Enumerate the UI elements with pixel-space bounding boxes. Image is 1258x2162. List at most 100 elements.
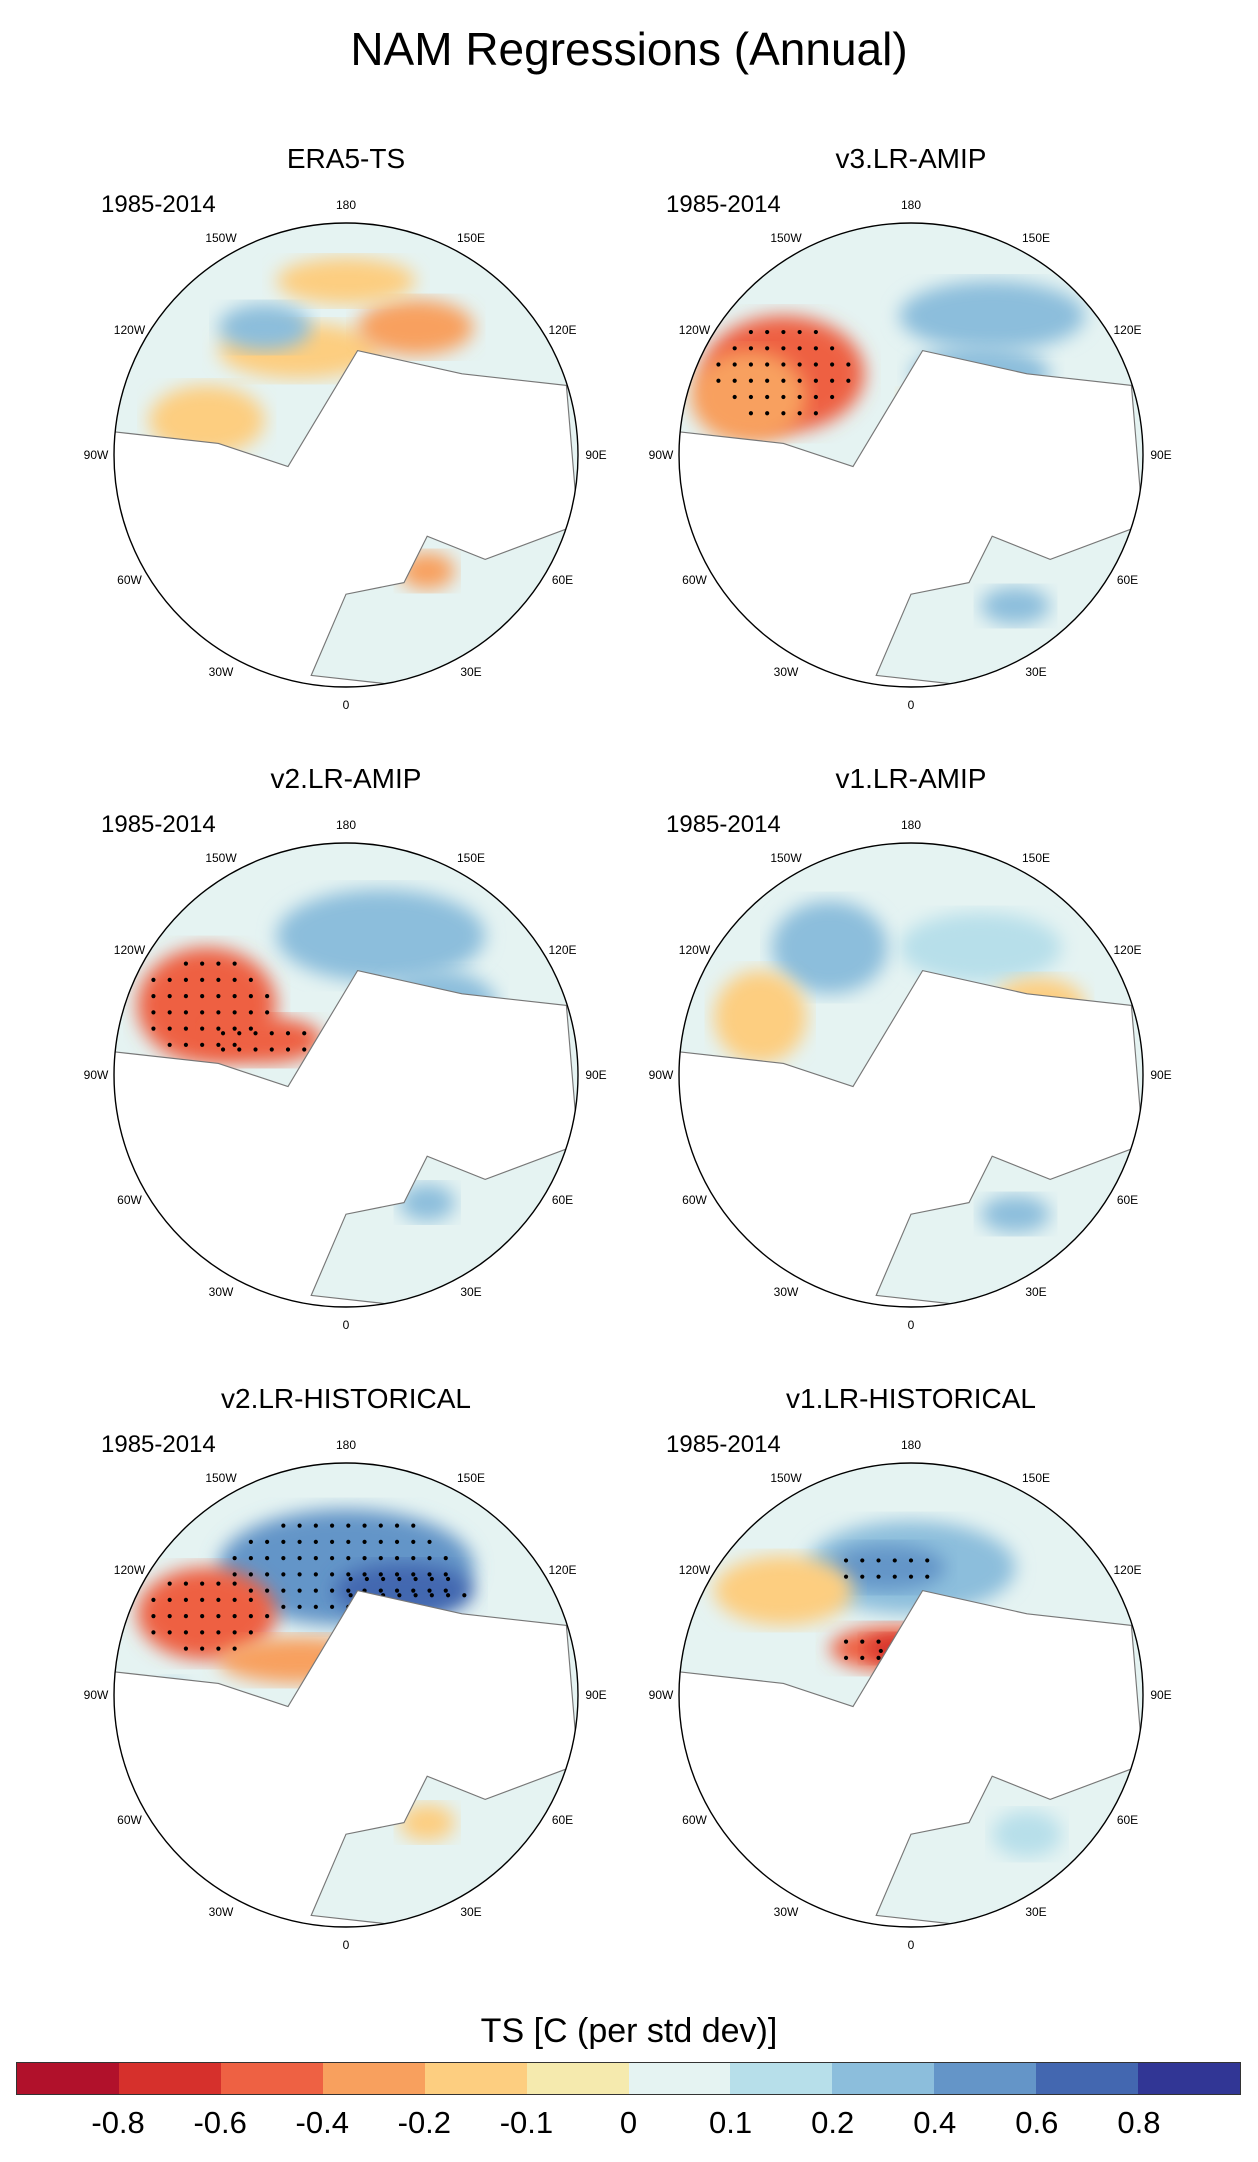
significance-dot — [394, 1572, 400, 1577]
land-mask — [114, 969, 578, 1307]
land-mask — [679, 349, 1143, 687]
significance-dot — [765, 378, 770, 383]
significance-dot — [411, 1523, 416, 1528]
significance-dot — [248, 1597, 253, 1602]
map-border — [678, 1462, 1144, 1928]
longitude-label: 60W — [682, 573, 707, 587]
polar-map — [113, 842, 579, 1308]
significance-dot — [362, 1523, 367, 1528]
longitude-label: 60W — [117, 1813, 142, 1827]
significance-dot — [167, 1614, 172, 1619]
longitude-label: 90W — [648, 448, 674, 462]
significance-dot — [443, 1588, 448, 1593]
longitude-label: 30E — [460, 1284, 482, 1299]
significance-dot — [200, 1010, 205, 1015]
longitude-label: 120W — [113, 943, 146, 957]
longitude-label: 120E — [1113, 943, 1142, 957]
significance-dot — [781, 378, 786, 383]
significance-dot — [200, 961, 205, 966]
significance-dot — [925, 1574, 930, 1579]
anomaly-region — [713, 970, 807, 1064]
significance-dot — [781, 394, 786, 400]
significance-dot — [253, 1031, 258, 1036]
significance-dot — [232, 1646, 237, 1651]
longitude-label: 30W — [773, 1284, 799, 1299]
colorbar-swatch — [322, 2063, 425, 2094]
longitude-label: 180 — [335, 198, 357, 212]
significance-dot — [797, 378, 802, 383]
significance-dot — [151, 1026, 156, 1031]
significance-dot — [281, 1588, 286, 1593]
longitude-label: 0 — [342, 698, 350, 712]
significance-dot — [925, 1558, 930, 1563]
significance-dot — [232, 1614, 237, 1619]
significance-dot — [281, 1539, 286, 1544]
significance-dot — [860, 1558, 865, 1563]
longitude-label: 60E — [1116, 1813, 1139, 1827]
colorbar-tick-label: 0.1 — [709, 2105, 753, 2140]
significance-dot — [183, 961, 189, 966]
colorbar-swatch — [832, 2063, 935, 2094]
significance-dot — [297, 1523, 302, 1528]
significance-dot — [732, 394, 737, 400]
significance-dot — [876, 1639, 881, 1644]
significance-dot — [216, 1026, 221, 1031]
longitude-label: 30W — [208, 664, 234, 679]
significance-dot — [843, 1574, 849, 1579]
longitude-label: 0 — [907, 698, 915, 712]
significance-dot — [765, 362, 770, 367]
significance-dot — [411, 1556, 416, 1561]
significance-dot — [765, 329, 770, 335]
significance-dot — [183, 1010, 189, 1015]
significance-dot — [765, 411, 770, 416]
longitude-label: 150E — [456, 851, 486, 866]
longitude-label: 60W — [117, 1193, 142, 1207]
longitude-label: 30E — [1025, 664, 1047, 679]
significance-dot — [860, 1655, 865, 1660]
longitude-label: 30E — [1025, 1904, 1047, 1919]
significance-dot — [183, 1581, 189, 1586]
significance-dot — [285, 1047, 291, 1052]
significance-dot — [843, 1558, 849, 1563]
significance-dot — [427, 1556, 432, 1561]
longitude-label: 150W — [770, 851, 802, 866]
anomaly-region — [771, 901, 888, 994]
significance-dot — [830, 346, 835, 351]
significance-dot — [167, 1597, 172, 1602]
longitude-label: 60E — [551, 1813, 574, 1827]
significance-dot — [313, 1539, 318, 1544]
significance-dot — [232, 1556, 237, 1561]
significance-dot — [248, 1614, 253, 1619]
significance-dot — [329, 1588, 335, 1593]
significance-dot — [313, 1572, 318, 1577]
longitude-label: 180 — [900, 1438, 922, 1452]
significance-dot — [167, 1010, 172, 1015]
significance-dot — [813, 362, 818, 367]
significance-dot — [200, 1026, 205, 1031]
colorbar-tick-label: -0.2 — [397, 2105, 452, 2140]
polar-map — [678, 222, 1144, 688]
panel-title: v1.LR-AMIP — [835, 763, 987, 794]
significance-dot — [216, 961, 221, 966]
significance-dot — [843, 1639, 849, 1644]
significance-dot — [445, 1576, 451, 1582]
significance-dot — [151, 994, 156, 999]
significance-dot — [846, 378, 851, 383]
polar-map — [113, 1462, 579, 1928]
significance-dot — [378, 1523, 383, 1528]
figure-title: NAM Regressions (Annual) — [350, 23, 908, 75]
significance-dot — [781, 362, 786, 367]
panel-title: v2.LR-AMIP — [270, 763, 422, 794]
longitude-label: 0 — [907, 1938, 915, 1952]
significance-dot — [346, 1572, 351, 1577]
colorbar-swatch — [424, 2063, 527, 2094]
significance-dot — [248, 994, 253, 999]
anomaly-region — [992, 1811, 1062, 1858]
significance-dot — [716, 378, 721, 383]
colorbar-swatch — [934, 2063, 1037, 2094]
significance-dot — [281, 1604, 286, 1609]
significance-dot — [813, 411, 818, 416]
significance-dot — [253, 1047, 258, 1052]
significance-dot — [329, 1556, 335, 1561]
panel-title: ERA5-TS — [286, 143, 406, 174]
